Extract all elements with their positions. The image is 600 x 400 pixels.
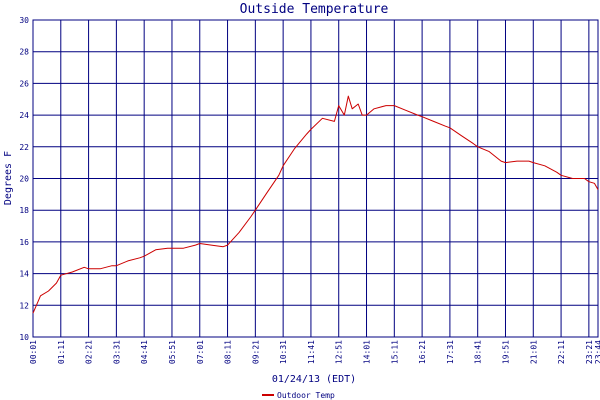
y-tick-label: 26 [19,79,29,88]
y-tick-label: 22 [19,143,29,152]
x-tick-label: 08:11 [224,340,233,364]
series-layer [32,95,599,314]
x-tick-label: 11:41 [307,340,316,364]
x-axis-label: 01/24/13 (EDT) [272,374,356,385]
y-tick-label: 24 [19,111,29,120]
x-tick-label: 23:21 [585,340,594,364]
x-tick-label: 23:44 [594,340,600,364]
x-tick-label: 17:31 [446,340,455,364]
x-tick-label: 09:21 [251,340,260,364]
chart-title: Outside Temperature [240,2,389,17]
x-tick-label: 01:11 [57,340,66,364]
y-tick-label: 30 [19,16,29,25]
y-tick-label: 18 [19,206,29,215]
series-line-outdoor-temp [32,95,599,314]
x-tick-label: 04:41 [140,340,149,364]
y-tick-label: 12 [19,301,29,310]
x-tick-label: 03:31 [112,340,121,364]
x-tick-label: 02:21 [85,340,94,364]
x-tick-label: 07:01 [196,340,205,364]
x-tick-label: 00:01 [29,340,38,364]
x-tick-label: 16:21 [418,340,427,364]
y-tick-label: 28 [19,48,29,57]
y-tick-label: 14 [19,270,29,279]
x-tick-label: 18:41 [474,340,483,364]
x-tick-label: 12:51 [335,340,344,364]
x-tick-label: 15:11 [390,340,399,364]
x-tick-label: 14:01 [363,340,372,364]
x-tick-labels: 00:01 01:11 02:21 03:31 04:41 05:51 07:01 08:11… [29,340,600,364]
grid-lines [32,19,599,338]
x-tick-label: 22:11 [557,340,566,364]
y-tick-label: 10 [19,333,29,342]
x-tick-label: 19:51 [501,340,510,364]
x-tick-label: 05:51 [168,340,177,364]
y-tick-label: 16 [19,238,29,247]
x-tick-label: 21:01 [529,340,538,364]
y-tick-labels: 10 12 14 16 18 20 22 24 26 28 30 [19,16,29,342]
y-tick-label: 20 [19,175,29,184]
y-axis-label: Degrees F [3,151,14,205]
x-tick-label: 10:31 [279,340,288,364]
legend: Outdoor Temp [262,391,335,400]
legend-label: Outdoor Temp [277,391,335,400]
